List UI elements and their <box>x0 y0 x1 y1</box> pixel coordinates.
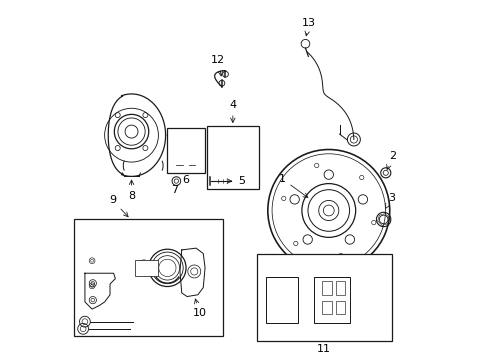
Bar <box>314 277 349 323</box>
Text: 9: 9 <box>109 195 128 217</box>
Bar <box>206 126 258 189</box>
Text: 12: 12 <box>211 55 225 76</box>
Text: 7: 7 <box>171 185 178 194</box>
Bar <box>322 281 331 295</box>
Bar <box>257 253 391 341</box>
Text: 5: 5 <box>226 176 244 186</box>
Text: 6: 6 <box>183 175 189 185</box>
Bar <box>167 128 204 173</box>
Text: 8: 8 <box>128 180 135 201</box>
Text: 3: 3 <box>385 193 394 208</box>
Text: 2: 2 <box>386 151 395 169</box>
Bar <box>335 281 345 295</box>
Bar <box>135 260 158 276</box>
Text: 11: 11 <box>317 344 330 354</box>
Bar <box>335 301 345 315</box>
Text: 1: 1 <box>278 174 307 198</box>
Bar <box>74 220 223 336</box>
Text: 4: 4 <box>229 100 236 122</box>
Bar <box>322 301 331 315</box>
Text: 13: 13 <box>302 18 315 36</box>
Text: 10: 10 <box>192 299 206 318</box>
Bar <box>265 277 298 323</box>
